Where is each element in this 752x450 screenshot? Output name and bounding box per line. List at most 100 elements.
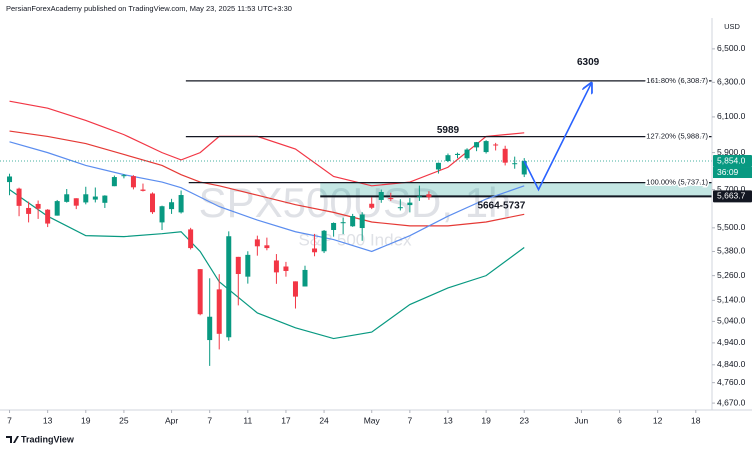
- candle-body: [445, 155, 451, 162]
- plot-area: SPX500USD, 1h S&P 500 Index 161.80% (6,3…: [0, 57, 712, 366]
- y-tick-label: 5,140.0: [717, 295, 746, 305]
- x-tick-label: May: [364, 415, 381, 425]
- x-tick-label: 18: [691, 415, 701, 425]
- candle-body: [207, 316, 213, 341]
- x-tick-label: 7: [407, 415, 412, 425]
- candle-body: [464, 149, 470, 159]
- axes: 6,500.0 6,300.0 6,100.0 5,900.0 5,700.0 5,500…: [7, 43, 752, 425]
- candle-body: [312, 248, 318, 253]
- candle-body: [235, 256, 241, 275]
- x-tick-label: 11: [243, 415, 252, 425]
- y-tick-label: 5,040.0: [717, 316, 746, 326]
- candle-body: [407, 202, 413, 206]
- projection-arrow: [523, 84, 591, 192]
- countdown-label: 36:09: [717, 167, 739, 177]
- candle-body: [321, 230, 327, 252]
- footer-logo: TradingView: [6, 434, 75, 444]
- y-tick-label: 4,670.0: [717, 397, 746, 407]
- y-tick-label: 4,840.0: [717, 359, 746, 369]
- candle-body: [426, 194, 432, 198]
- candle-body: [102, 195, 108, 203]
- x-tick-label: 23: [519, 415, 529, 425]
- candle-body: [7, 176, 13, 183]
- candle-body: [140, 189, 146, 191]
- candle-body: [254, 239, 260, 247]
- candle-body: [73, 198, 79, 206]
- x-tick-label: Jun: [575, 415, 589, 425]
- zone: [320, 182, 712, 197]
- candle-body: [245, 254, 251, 277]
- x-tick-label: 6: [617, 415, 622, 425]
- candle-body: [35, 203, 41, 209]
- y-tick-label: 5,260.0: [717, 270, 746, 280]
- x-tick-label: 24: [319, 415, 329, 425]
- x-tick-label: 13: [443, 415, 453, 425]
- candle-body: [64, 194, 70, 202]
- candle-body: [83, 194, 89, 203]
- candle-body: [283, 266, 289, 271]
- candle-body: [197, 269, 203, 315]
- candle-body: [92, 196, 98, 200]
- x-tick-label: Apr: [165, 415, 178, 425]
- candle-body: [331, 222, 337, 230]
- x-tick-label: 7: [7, 415, 12, 425]
- candle-body: [169, 202, 175, 210]
- candle-body: [54, 201, 60, 216]
- annotation: 5989: [437, 125, 460, 136]
- y-tick-label: 5,900.0: [717, 147, 746, 157]
- watermark-subtitle: S&P 500 Index: [298, 230, 412, 249]
- y-tick-label: 6,300.0: [717, 77, 746, 87]
- candle-body: [493, 144, 499, 146]
- candle-body: [226, 236, 232, 338]
- annotation: 6309: [577, 57, 600, 68]
- x-tick-label: 25: [119, 415, 129, 425]
- x-tick-label: 19: [481, 415, 491, 425]
- header: PersianForexAcademy published on Trading…: [6, 4, 292, 13]
- x-tick-label: 19: [81, 415, 91, 425]
- candle-body: [512, 163, 518, 165]
- last-price-label: 5,854.0: [717, 155, 746, 165]
- y-tick-label: 4,760.0: [717, 377, 746, 387]
- candle-body: [130, 176, 136, 188]
- fib-label: 100.00% (5,737.1): [646, 178, 708, 187]
- x-tick-label: 12: [653, 415, 663, 425]
- candle-body: [16, 188, 22, 206]
- y-tick-label: 5,700.0: [717, 184, 746, 194]
- y-tick-label: 6,100.0: [717, 111, 746, 121]
- candle-body: [369, 203, 375, 208]
- candle-body: [435, 162, 441, 170]
- annotation: 5664-5737: [477, 200, 525, 211]
- y-tick-label: 4,940.0: [717, 337, 746, 347]
- countdown-bg: [713, 167, 752, 179]
- y-tick-label: 5,500.0: [717, 222, 746, 232]
- candle-body: [121, 175, 127, 177]
- currency: USD: [724, 22, 740, 31]
- y-tick-label: 5,380.0: [717, 246, 746, 256]
- footer: TradingView: [21, 434, 75, 444]
- candle-body: [273, 260, 279, 273]
- x-tick-label: 13: [43, 415, 53, 425]
- candle-body: [455, 153, 461, 155]
- candle-body: [264, 245, 270, 249]
- candle-body: [474, 142, 480, 148]
- fib-label: 127.20% (5,988.7): [646, 132, 708, 141]
- candle-body: [359, 214, 365, 229]
- candle-body: [502, 148, 508, 163]
- y-tick-label: 6,500.0: [717, 43, 746, 53]
- candle-body: [378, 192, 384, 200]
- x-tick-label: 17: [281, 415, 291, 425]
- candle-body: [302, 269, 308, 287]
- candle-body: [388, 198, 394, 200]
- candle-body: [350, 216, 356, 227]
- candle-body: [397, 207, 403, 209]
- zone-low-label: 5,663.7: [717, 191, 746, 201]
- candle-body: [416, 196, 422, 198]
- candle-body: [150, 193, 156, 213]
- candle-body: [45, 209, 51, 224]
- fib-label: 161.80% (6,308.7): [646, 76, 708, 85]
- x-tick-label: 7: [207, 415, 212, 425]
- last-price-tag-bg: [713, 155, 752, 168]
- candle-body: [111, 177, 117, 187]
